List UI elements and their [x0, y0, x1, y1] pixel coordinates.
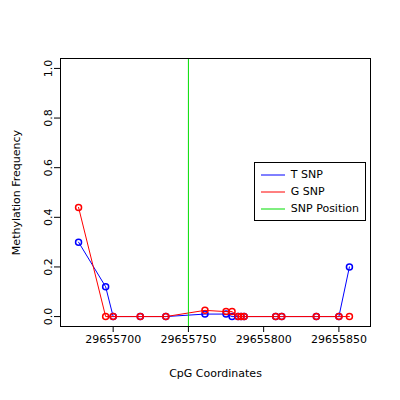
html-text:SNP Position: SNP Position — [290, 202, 359, 215]
svg-text:0.0: 0.0 — [42, 308, 55, 326]
html-text:G SNP: G SNP — [290, 185, 325, 198]
svg-text:29655800: 29655800 — [236, 333, 292, 346]
svg-text:0.8: 0.8 — [42, 109, 55, 127]
svg-text:0.2: 0.2 — [42, 258, 55, 276]
svg-text:29655750: 29655750 — [160, 333, 216, 346]
svg-text:1.0: 1.0 — [42, 60, 55, 78]
svg-text:29655850: 29655850 — [311, 333, 367, 346]
svg-text:0.4: 0.4 — [42, 209, 55, 227]
html-text:T SNP: T SNP — [290, 168, 323, 181]
svg-text:Methylation Frequency: Methylation Frequency — [10, 129, 23, 255]
svg-text:0.6: 0.6 — [42, 159, 55, 177]
svg-text:CpG Coordinates: CpG Coordinates — [169, 367, 262, 380]
svg-text:29655700: 29655700 — [85, 333, 141, 346]
